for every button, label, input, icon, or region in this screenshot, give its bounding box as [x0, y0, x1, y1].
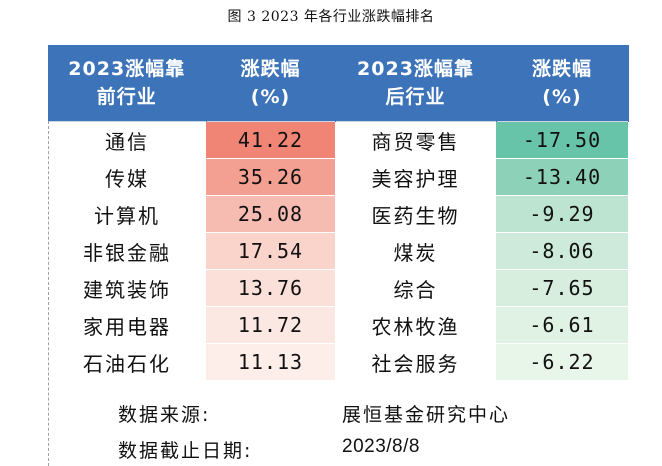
bottom-change-cell: -17.50 [496, 121, 628, 159]
top-industry-cell: 石油石化 [48, 343, 206, 381]
table-row: 家用电器 11.72 农林牧渔 -6.61 [48, 306, 628, 344]
header-bottom-change: 涨跌幅 (%) [496, 45, 629, 122]
table-row: 石油石化 11.13 社会服务 -6.22 [48, 343, 628, 381]
top-industry-cell: 计算机 [48, 195, 206, 233]
top-change-cell: 11.13 [206, 343, 335, 381]
bottom-change-cell: -7.65 [496, 269, 628, 307]
top-industry-cell: 非银金融 [48, 232, 206, 270]
top-industry-cell: 建筑装饰 [48, 269, 206, 307]
bottom-industry-cell: 医药生物 [335, 195, 496, 233]
date-row: 数据截止日期: 2023/8/8 [48, 430, 628, 466]
top-change-cell: 41.22 [206, 121, 335, 159]
bottom-change-cell: -8.06 [496, 232, 628, 270]
top-change-cell: 35.26 [206, 158, 335, 196]
table-row: 计算机 25.08 医药生物 -9.29 [48, 195, 628, 233]
header-top-industry-line1: 2023涨幅靠 [68, 58, 186, 80]
industry-ranking-table: 2023涨幅靠 前行业 涨跌幅 (%) 2023涨幅靠 后行业 涨跌幅 (%) [48, 45, 629, 381]
top-change-cell: 25.08 [206, 195, 335, 233]
bottom-change-cell: -6.61 [496, 306, 628, 344]
table-header-row: 2023涨幅靠 前行业 涨跌幅 (%) 2023涨幅靠 后行业 涨跌幅 (%) [48, 45, 629, 122]
header-top-change-line1: 涨跌幅 [240, 58, 301, 80]
header-bottom-industry: 2023涨幅靠 后行业 [335, 45, 497, 122]
bottom-industry-cell: 煤炭 [335, 232, 496, 270]
header-bottom-change-line2: (%) [542, 86, 582, 108]
source-label: 数据来源: [118, 404, 211, 426]
header-bottom-industry-line2: 后行业 [385, 86, 446, 108]
table-row: 通信 41.22 商贸零售 -17.50 [48, 121, 628, 159]
figure-title: 图 3 2023 年各行业涨跌幅排名 [227, 9, 435, 25]
bottom-change-cell: -9.29 [496, 195, 628, 233]
bottom-industry-cell: 综合 [335, 269, 496, 307]
header-bottom-change-line1: 涨跌幅 [531, 58, 592, 80]
table-row: 传媒 35.26 美容护理 -13.40 [48, 158, 628, 196]
header-top-industry: 2023涨幅靠 前行业 [48, 45, 207, 122]
bottom-industry-cell: 商贸零售 [335, 121, 496, 159]
table-row: 非银金融 17.54 煤炭 -8.06 [48, 232, 628, 270]
source-value: 展恒基金研究中心 [342, 404, 511, 426]
header-top-change: 涨跌幅 (%) [206, 45, 336, 122]
bottom-industry-cell: 农林牧渔 [335, 306, 496, 344]
top-change-cell: 11.72 [206, 306, 335, 344]
top-change-cell: 17.54 [206, 232, 335, 270]
date-label: 数据截止日期: [118, 440, 253, 462]
ranking-table-panel: 2023涨幅靠 前行业 涨跌幅 (%) 2023涨幅靠 后行业 涨跌幅 (%) [48, 45, 629, 466]
bottom-change-cell: -13.40 [496, 158, 628, 196]
bottom-industry-cell: 美容护理 [335, 158, 496, 196]
top-industry-cell: 通信 [48, 121, 206, 159]
header-top-change-line2: (%) [250, 86, 291, 108]
top-industry-cell: 家用电器 [48, 306, 206, 344]
top-change-cell: 13.76 [206, 269, 335, 307]
table-left-rule [48, 121, 49, 466]
bottom-industry-cell: 社会服务 [335, 343, 496, 381]
date-value: 2023/8/8 [342, 436, 420, 457]
top-industry-cell: 传媒 [48, 158, 206, 196]
bottom-change-cell: -6.22 [496, 343, 628, 381]
source-row: 数据来源: 展恒基金研究中心 [48, 394, 628, 430]
table-row: 建筑装饰 13.76 综合 -7.65 [48, 269, 628, 307]
header-top-industry-line2: 前行业 [96, 86, 157, 108]
header-bottom-industry-line1: 2023涨幅靠 [357, 58, 474, 80]
